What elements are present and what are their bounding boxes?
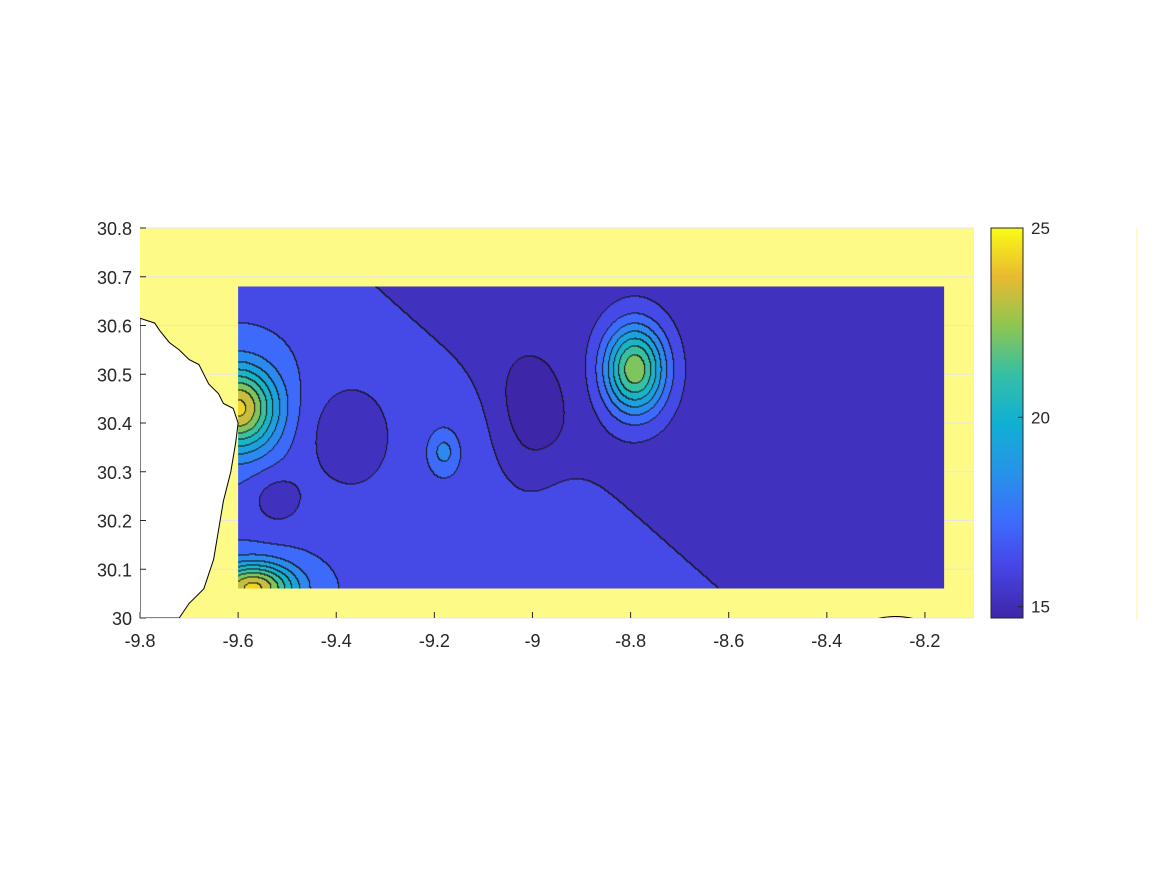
colorbar-ticks: 15 20 25 [1018,219,1050,617]
y-tick-label: 30.4 [97,414,132,434]
y-tick-label: 30 [112,609,132,629]
y-tick-label: 30.6 [97,317,132,337]
x-tick-label: -9.6 [223,631,254,651]
y-tick-label: 30.7 [97,268,132,288]
x-tick-label: -9 [524,631,540,651]
colorbar-tick-label: 25 [1031,219,1050,238]
x-tick-label: -8.2 [909,631,940,651]
x-tick-label: -8.4 [811,631,842,651]
y-tick-label: 30.2 [97,512,132,532]
colorbar-tick-label: 20 [1031,408,1050,427]
x-tick-label: -8.6 [713,631,744,651]
y-tick-label: 30.1 [97,560,132,580]
southeast-coast-fragment [878,616,914,618]
y-tick-label: 30.5 [97,365,132,385]
x-tick-label: -9.4 [321,631,352,651]
map-axes: -9.8 -9.6 -9.4 -9.2 -9 -8.8 -8.6 -8.4 -8.2 30 30.… [97,219,974,651]
x-axis-ticks: -9.8 -9.6 -9.4 -9.2 -9 -8.8 -8.6 -8.4 -8.2 [124,612,940,651]
y-tick-label: 30.3 [97,463,132,483]
y-axis-ticks: 30 30.1 30.2 30.3 30.4 30.5 30.6 30.7 30.8 [97,219,146,629]
coastline-land [140,317,239,618]
colorbar-gradient [990,227,1024,619]
x-tick-label: -8.8 [615,631,646,651]
temperature-field [238,286,945,589]
colorbar: 15 20 25 [990,219,1050,619]
x-tick-label: -9.8 [124,631,155,651]
colorbar-tick-label: 15 [1031,598,1050,617]
y-tick-label: 30.8 [97,219,132,239]
x-tick-label: -9.2 [419,631,450,651]
